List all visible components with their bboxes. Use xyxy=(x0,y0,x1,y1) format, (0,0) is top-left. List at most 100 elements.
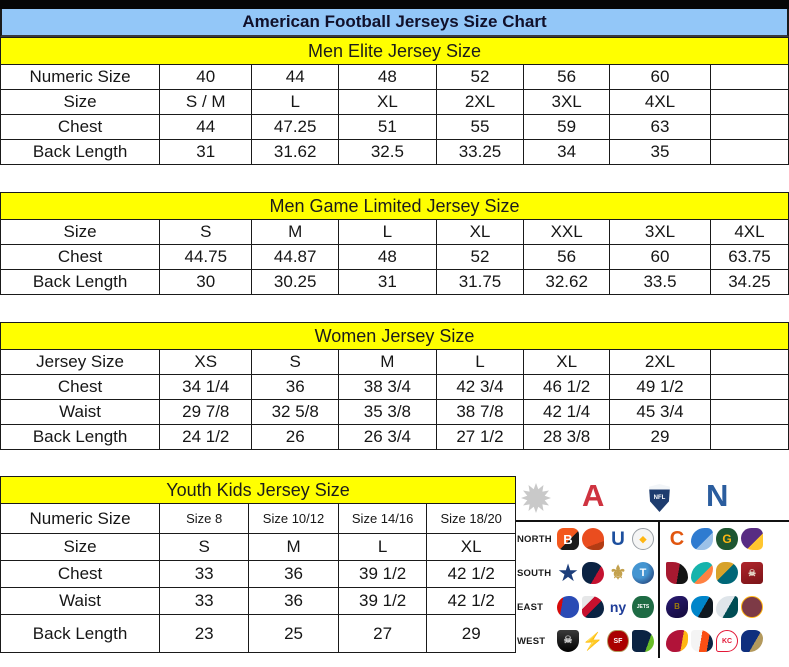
texans-logo xyxy=(582,562,604,584)
row-label: Size xyxy=(0,89,161,115)
size-cell xyxy=(709,374,789,400)
colts-logo: U xyxy=(611,528,625,550)
row-label: Back Length xyxy=(0,424,161,450)
size-cell: L xyxy=(435,349,525,375)
size-cell: XL xyxy=(435,219,525,245)
row-label: Chest xyxy=(0,560,161,588)
cowboys-star-logo: ★ xyxy=(558,561,578,585)
size-cell: 56 xyxy=(523,244,611,270)
size-cell: 30 xyxy=(159,269,253,295)
size-cell: XL xyxy=(338,89,437,115)
size-cell: 4XL xyxy=(709,219,789,245)
size-cell: 3XL xyxy=(609,219,711,245)
size-cell xyxy=(709,139,789,165)
youth-kids-row-back-length: Back Length 23 25 27 29 xyxy=(0,614,516,653)
size-cell: 63.75 xyxy=(709,244,789,270)
jaguars-logo xyxy=(716,562,738,584)
division-label: EAST xyxy=(517,601,544,613)
men-elite-row-back-length: Back Length 31 31.62 32.5 33.25 34 35 xyxy=(0,139,789,165)
size-cell: XS xyxy=(159,349,253,375)
broncos-logo xyxy=(691,630,713,652)
packers-logo: G xyxy=(716,528,738,550)
size-cell: 45 3/4 xyxy=(609,399,711,425)
women-row-waist: Waist 29 7/8 32 5/8 35 3/8 38 7/8 42 1/4 45 3/… xyxy=(0,399,789,425)
row-label: Numeric Size xyxy=(0,503,161,534)
size-cell: M xyxy=(338,349,437,375)
bears-logo: C xyxy=(669,528,685,550)
top-border-bar xyxy=(0,0,789,9)
youth-kids-section-title: Youth Kids Jersey Size xyxy=(0,476,516,504)
size-cell: 28 3/8 xyxy=(523,424,611,450)
size-cell: S xyxy=(251,349,340,375)
women-row-back-length: Back Length 24 1/2 26 26 3/4 27 1/2 28 3/8 29 xyxy=(0,424,789,450)
size-cell: 60 xyxy=(609,244,711,270)
men-elite-row-chest: Chest 44 47.25 51 55 59 63 xyxy=(0,114,789,140)
starburst-icon xyxy=(521,483,551,513)
men-elite-size-table: Men Elite Jersey Size Numeric Size 40 44 48 5… xyxy=(0,37,789,165)
page-title: American Football Jerseys Size Chart xyxy=(0,9,789,37)
dolphins-logo xyxy=(691,562,713,584)
steelers-logo: ◆ xyxy=(632,528,654,550)
conference-header: A NFL N xyxy=(516,476,789,522)
size-cell: 33.25 xyxy=(435,139,525,165)
women-row-chest: Chest 34 1/4 36 38 3/4 42 3/4 46 1/2 49 1/2 xyxy=(0,374,789,400)
row-label: Size xyxy=(0,219,161,245)
size-cell: L xyxy=(251,89,340,115)
youth-kids-row-chest: Chest 33 36 39 1/2 42 1/2 xyxy=(0,560,516,588)
browns-logo xyxy=(582,528,604,550)
nfc-west-teams: KC xyxy=(666,630,763,652)
afc-south-teams: ★ ⚜ T xyxy=(557,562,654,584)
size-cell: 60 xyxy=(609,64,711,90)
size-cell: S xyxy=(159,219,253,245)
row-label: Chest xyxy=(0,244,161,270)
size-cell: 29 7/8 xyxy=(159,399,253,425)
men-game-limited-row-back-length: Back Length 30 30.25 31 31.75 32.62 33.5 34.25 xyxy=(0,269,789,295)
row-label: Waist xyxy=(0,399,161,425)
men-game-limited-row-size: Size S M L XL XXL 3XL 4XL xyxy=(0,219,789,245)
youth-kids-row-numeric-size: Numeric Size Size 8 Size 10/12 Size 14/16 Si… xyxy=(0,503,516,534)
size-cell: 48 xyxy=(338,244,437,270)
size-cell: S xyxy=(159,533,250,561)
size-cell: 42 1/2 xyxy=(426,560,516,588)
cardinals-logo xyxy=(666,630,688,652)
men-game-limited-section-title: Men Game Limited Jersey Size xyxy=(0,192,789,220)
size-cell xyxy=(709,114,789,140)
size-cell: 31 xyxy=(159,139,253,165)
nfl-teams-panel: A NFL N NORTH B U ◆ C G SOUTH ★ ⚜ T ☠ EAST ny JETS B WE… xyxy=(516,476,789,658)
size-cell: 36 xyxy=(251,374,340,400)
jets-logo: JETS xyxy=(632,596,654,618)
size-cell: 48 xyxy=(338,64,437,90)
row-label: Numeric Size xyxy=(0,64,161,90)
youth-kids-row-waist: Waist 33 36 39 1/2 42 1/2 xyxy=(0,587,516,615)
size-cell: 32 5/8 xyxy=(251,399,340,425)
size-cell: M xyxy=(251,219,340,245)
size-cell: 59 xyxy=(523,114,611,140)
size-cell: 51 xyxy=(338,114,437,140)
49ers-logo: SF xyxy=(607,630,629,652)
ravens-logo: B xyxy=(666,596,688,618)
men-elite-row-size: Size S / M L XL 2XL 3XL 4XL xyxy=(0,89,789,115)
afc-north-teams: B U ◆ xyxy=(557,528,654,550)
size-cell: 34 1/4 xyxy=(159,374,253,400)
size-cell: Size 18/20 xyxy=(426,503,516,534)
afc-west-teams: ☠ ⚡ SF xyxy=(557,630,654,652)
row-label: Chest xyxy=(0,114,161,140)
size-cell: 27 xyxy=(337,614,428,653)
size-cell: 35 xyxy=(609,139,711,165)
bills-logo xyxy=(557,596,579,618)
size-cell: 38 3/4 xyxy=(338,374,437,400)
size-cell: 34.25 xyxy=(709,269,789,295)
size-cell: 26 3/4 xyxy=(338,424,437,450)
size-cell: 25 xyxy=(248,614,339,653)
size-cell: 39 1/2 xyxy=(337,587,428,615)
conference-divider xyxy=(658,522,660,658)
lions-logo xyxy=(691,528,713,550)
size-cell: 26 xyxy=(251,424,340,450)
size-cell: 31.62 xyxy=(251,139,340,165)
division-label: WEST xyxy=(517,635,546,647)
falcons-logo xyxy=(666,562,688,584)
nfl-shield-icon: NFL xyxy=(649,484,670,512)
women-size-table: Women Jersey Size Jersey Size XS S M L XL 2XL Ch… xyxy=(0,322,789,450)
size-cell: 36 xyxy=(248,560,339,588)
